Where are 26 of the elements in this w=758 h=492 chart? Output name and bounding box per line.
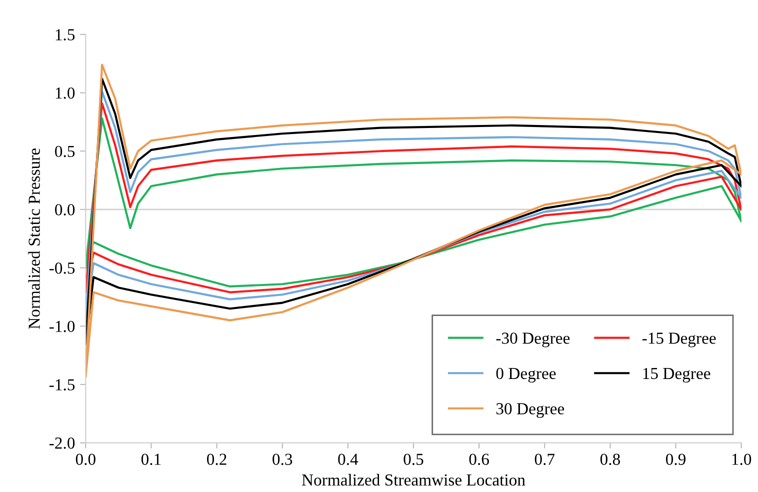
x-tick-label: 0.5	[404, 454, 424, 466]
y-tick-label: -1.5	[49, 379, 75, 390]
legend-label: 30 Degree	[496, 403, 564, 418]
x-tick-label: 0.6	[469, 454, 489, 466]
legend-label: -15 Degree	[642, 332, 716, 348]
legend-label: 0 Degree	[496, 368, 556, 383]
x-tick-label: 0.3	[272, 454, 292, 466]
legend-label: -30 Degree	[496, 332, 570, 348]
y-tick-label: 0.0	[55, 204, 75, 216]
x-tick-label: 0.8	[600, 454, 620, 466]
y-tick-label: -0.5	[49, 262, 75, 274]
x-tick-label: 0.4	[338, 454, 358, 466]
y-axis-title: Normalized Static Pressure	[28, 148, 40, 329]
x-tick-label: 1.0	[732, 454, 752, 466]
y-tick-label: -2.0	[49, 438, 75, 449]
y-tick-label: 1.0	[56, 87, 75, 99]
x-tick-label: 0.0	[76, 454, 96, 466]
x-tick-label: 0.1	[141, 454, 161, 466]
x-tick-label: 0.2	[207, 454, 226, 466]
x-tick-label: 0.9	[666, 454, 686, 466]
y-tick-label: -1.0	[49, 320, 75, 332]
y-tick-label: 0.5	[55, 146, 75, 158]
legend-label: 15 Degree	[643, 368, 710, 383]
y-tick-label: 1.5	[56, 29, 75, 40]
x-tick-label: 0.7	[534, 454, 555, 466]
x-axis-title: Normalized Streamwise Location	[302, 474, 526, 486]
